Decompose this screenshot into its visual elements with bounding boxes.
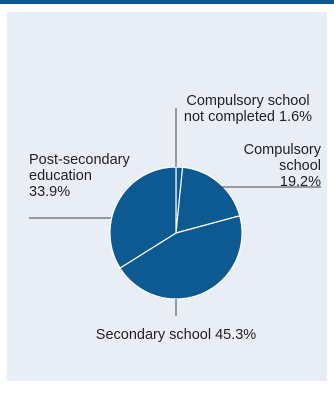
slice-post-secondary [109,166,177,269]
slice-not-completed-label-line: not completed 1.6% [184,109,312,125]
slice-compulsory-label: Compulsory school 19.2% [244,142,322,190]
slice-compulsory-label-line: school [279,158,321,174]
slice-compulsory-label-line: Compulsory [244,142,322,158]
slice-post-secondary-label-line: Post-secondary [29,152,130,168]
slice-not-completed-label: Compulsory school not completed 1.6% [184,93,312,125]
pie-slices [109,166,243,300]
slice-compulsory-label-line: 19.2% [280,174,321,190]
slice-labels: Compulsory school not completed 1.6%Compu… [29,93,322,343]
slice-secondary-label-line: Secondary school 45.3% [96,327,257,343]
leader-lines [29,108,321,316]
slice-secondary [119,215,243,300]
slice-post-secondary-label-line: education [29,168,92,184]
slice-compulsory [175,166,241,234]
slice-post-secondary-label-line: 33.9% [29,184,70,200]
slice-secondary-label: Secondary school 45.3% [96,327,257,343]
panel-top-bar [0,0,334,4]
slice-not-completed-label-line: Compulsory school [186,93,309,109]
slice-post-secondary-label: Post-secondary education 33.9% [29,152,130,200]
